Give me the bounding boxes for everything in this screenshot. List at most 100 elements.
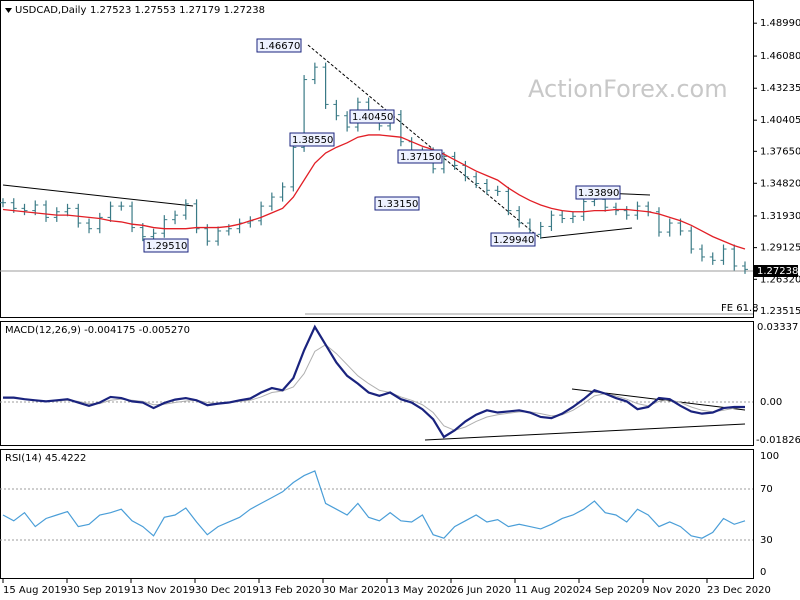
price-bar <box>623 206 630 220</box>
macd-tick-zero: 0.00 <box>760 397 782 408</box>
date-axis: 15 Aug 2019 30 Sep 2019 13 Nov 2019 30 Dec … <box>2 579 771 596</box>
date-tick-label: 24 Sep 2020 <box>579 585 642 596</box>
price-bar <box>344 111 351 132</box>
price-bar <box>139 223 146 242</box>
price-axis: 1.48990 1.46080 1.43235 1.40405 1.37650 1.348… <box>753 18 800 317</box>
rsi-header: RSI(14) 45.4222 <box>5 453 86 464</box>
price-bar <box>709 252 716 265</box>
annotation-text: 1.33890 <box>578 188 619 199</box>
price-bar <box>64 203 71 217</box>
price-tick-label: 1.48990 <box>760 18 800 29</box>
price-bar <box>537 221 544 239</box>
rsi-tick-100: 100 <box>760 451 779 462</box>
annotation-text: 1.29510 <box>146 241 187 252</box>
annotation-text: 1.33150 <box>377 199 418 210</box>
price-bar <box>440 151 447 174</box>
trendline-downtrend <box>2 184 194 207</box>
price-bar <box>516 206 523 228</box>
price-bar <box>258 201 265 226</box>
label-1-29510: 1.29510 <box>143 238 189 253</box>
label-1-40450: 1.40450 <box>349 109 395 124</box>
price-bar <box>161 215 168 238</box>
ma-series-line <box>2 134 746 250</box>
price-tick-label: 1.40405 <box>760 115 800 126</box>
date-tick-label: 30 Mar 2020 <box>323 585 386 596</box>
watermark: ActionForex.com <box>528 75 728 103</box>
date-tick-label: 23 Dec 2020 <box>707 585 771 596</box>
price-bar <box>43 200 50 222</box>
price-tick-label: 1.29125 <box>760 243 800 254</box>
label-1-29940: 1.29940 <box>490 232 536 247</box>
price-bar <box>215 226 222 246</box>
annotation-text: 1.37150 <box>400 152 441 163</box>
date-tick-label: 9 Nov 2020 <box>643 585 701 596</box>
price-bar <box>333 99 340 121</box>
price-bar <box>397 110 404 147</box>
rsi-tick-30: 30 <box>760 535 773 546</box>
trendline-dashed-top <box>307 44 399 121</box>
macd-lines <box>3 324 746 439</box>
dropdown-triangle-icon[interactable] <box>5 8 12 13</box>
price-bar <box>279 182 286 202</box>
price-bar <box>96 212 103 234</box>
price-bar <box>655 207 662 237</box>
price-tick-label: 1.46080 <box>760 51 800 62</box>
price-bar <box>311 62 318 85</box>
price-tick-label: 1.34820 <box>760 178 800 189</box>
price-bar <box>86 218 93 234</box>
trendline-dashed-down <box>397 119 541 239</box>
label-1-33890: 1.33890 <box>575 185 621 200</box>
price-bar <box>548 210 555 231</box>
price-bar <box>290 142 297 192</box>
price-bar <box>494 185 501 196</box>
price-tick-label: 1.26320 <box>760 274 800 285</box>
price-bar <box>580 197 587 221</box>
date-tick-label: 15 Aug 2019 <box>3 585 67 596</box>
price-bar <box>505 186 512 216</box>
price-bar <box>569 211 576 224</box>
annotation-text: 1.40450 <box>352 112 393 123</box>
price-bar <box>473 172 480 189</box>
date-tick-label: 13 Feb 2020 <box>259 585 321 596</box>
price-bar <box>666 218 673 237</box>
rsi-line <box>2 470 746 539</box>
date-tick-label: 30 Dec 2019 <box>195 585 259 596</box>
price-bar <box>236 218 243 234</box>
price-bar <box>688 226 695 254</box>
fe-label: FE 61.8 <box>721 303 759 314</box>
price-bar <box>731 244 738 271</box>
rsi-tick-70: 70 <box>760 484 773 495</box>
date-tick-label: 26 Jun 2020 <box>451 585 511 596</box>
price-bar <box>118 201 125 211</box>
date-tick-label: 11 Aug 2020 <box>515 585 579 596</box>
annotation-text: 1.29940 <box>493 235 534 246</box>
symbol-title: USDCAD,Daily <box>15 5 86 16</box>
ohlc-values: 1.27523 1.27553 1.27179 1.27238 <box>90 5 265 16</box>
price-tick-label: 1.31930 <box>760 211 800 222</box>
price-tick-label: 1.23515 <box>760 306 800 317</box>
price-tick-label: 1.37650 <box>760 146 800 157</box>
annotation-text: 1.46670 <box>259 41 300 52</box>
moving-average <box>2 134 746 250</box>
price-bar <box>21 203 28 216</box>
price-bar <box>107 201 114 222</box>
current-price-value: 1.27238 <box>757 266 798 277</box>
price-bar <box>0 198 6 208</box>
main-panel-frame <box>0 0 754 318</box>
date-tick-label: 30 Sep 2019 <box>67 585 130 596</box>
price-bar <box>720 244 727 265</box>
date-tick-label: 13 Nov 2019 <box>131 585 195 596</box>
current-price-tag <box>754 265 798 277</box>
macd-signal-line <box>3 344 746 431</box>
rsi-panel-frame <box>0 449 754 579</box>
label-1-46670: 1.46670 <box>256 38 302 53</box>
macd-header: MACD(12,26,9) -0.004175 -0.005270 <box>5 325 190 336</box>
annotation-text: 1.38550 <box>292 135 333 146</box>
rsi-tick-0: 0 <box>760 567 766 578</box>
rsi-series-line <box>2 470 746 539</box>
price-bar <box>559 210 566 224</box>
macd-panel-frame <box>0 321 754 446</box>
label-1-33150: 1.33150 <box>374 196 420 211</box>
